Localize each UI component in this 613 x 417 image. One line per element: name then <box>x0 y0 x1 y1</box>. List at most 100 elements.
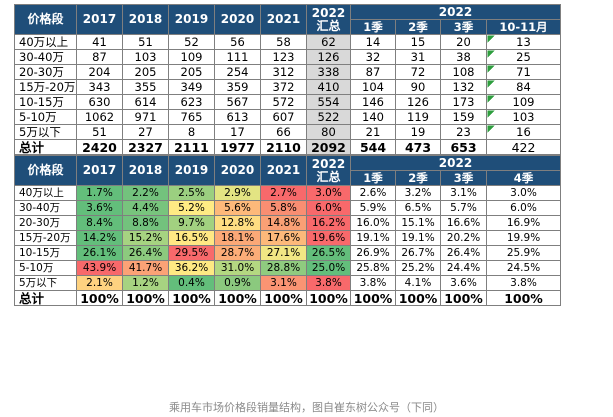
row-label: 40万以上 <box>14 185 77 201</box>
table-cell: 16 <box>486 124 561 140</box>
table-cell: 16.2% <box>306 215 351 231</box>
table-cell: 3.6% <box>440 275 487 291</box>
total-cell: 653 <box>440 139 487 155</box>
table-cell: 3.6% <box>76 200 123 216</box>
row-label: 5-10万 <box>14 260 77 276</box>
total-cell: 100% <box>486 290 561 306</box>
table-cell: 159 <box>440 109 487 125</box>
row-label: 5万以下 <box>14 275 77 291</box>
table-cell: 4.1% <box>395 275 441 291</box>
table-cell: 126 <box>395 94 441 110</box>
table-row: 5-10万 1062 971 765 613 607 522 140 119 159 103 <box>14 109 561 125</box>
table-cell: 15 <box>395 34 441 50</box>
total-cell: 2111 <box>168 139 215 155</box>
sales-structure-tables: 价格段 2017 2018 2019 2020 2021 2022 汇总 2022… <box>14 4 561 306</box>
table-cell: 1062 <box>76 109 123 125</box>
summary-year: 2022 <box>311 156 346 171</box>
table-cell: 8 <box>168 124 215 140</box>
table-cell: 13 <box>486 34 561 50</box>
table-cell: 204 <box>76 64 123 80</box>
table-cell: 24.5% <box>486 260 561 276</box>
table-row: 5-10万 43.9% 41.7% 36.2% 31.0% 28.8% 25.0% 25.8%… <box>14 260 561 276</box>
table-cell: 2.6% <box>350 185 396 201</box>
table-cell: 254 <box>214 64 261 80</box>
table-cell: 15.2% <box>122 230 169 246</box>
table-cell: 765 <box>168 109 215 125</box>
table-cell: 205 <box>168 64 215 80</box>
table-cell: 109 <box>486 94 561 110</box>
col-header-2019: 2019 <box>168 155 215 186</box>
table-cell: 607 <box>260 109 307 125</box>
table-cell: 25.2% <box>395 260 441 276</box>
table-cell: 0.4% <box>168 275 215 291</box>
table-cell: 5.6% <box>214 200 261 216</box>
total-label: 总计 <box>14 290 77 306</box>
row-label: 20-30万 <box>14 64 77 80</box>
table-cell: 5.8% <box>260 200 307 216</box>
row-label: 40万以上 <box>14 34 77 50</box>
table-cell: 104 <box>350 79 396 95</box>
table-cell: 25.0% <box>306 260 351 276</box>
summary-label: 汇总 <box>316 18 341 33</box>
table-cell: 14.8% <box>260 215 307 231</box>
sales-share-table: 价格段 2017 2018 2019 2020 2021 2022 汇总 2022… <box>14 155 561 306</box>
table-cell: 28.7% <box>214 245 261 261</box>
table-cell: 3.1% <box>260 275 307 291</box>
total-cell: 100% <box>440 290 487 306</box>
table-cell: 16.0% <box>350 215 396 231</box>
table-cell: 2.9% <box>214 185 261 201</box>
table-cell: 31.0% <box>214 260 261 276</box>
col-header-2017: 2017 <box>76 155 123 186</box>
table-cell: 24.4% <box>440 260 487 276</box>
total-cell: 100% <box>214 290 261 306</box>
table-cell: 38 <box>440 49 487 65</box>
table-cell: 108 <box>440 64 487 80</box>
table-cell: 2.5% <box>168 185 215 201</box>
col-header-q3: 3季 <box>440 19 487 35</box>
table-cell: 613 <box>214 109 261 125</box>
table-cell: 15.1% <box>395 215 441 231</box>
table-cell: 90 <box>395 79 441 95</box>
col-header-2019: 2019 <box>168 4 215 35</box>
table-cell: 26.4% <box>440 245 487 261</box>
table-cell: 43.9% <box>76 260 123 276</box>
table-row: 10-15万 26.1% 26.4% 29.5% 28.7% 27.1% 26.5% 26.9… <box>14 245 561 261</box>
table-cell: 20.2% <box>440 230 487 246</box>
table-cell: 25 <box>486 49 561 65</box>
table-cell: 27 <box>122 124 169 140</box>
table-cell: 205 <box>122 64 169 80</box>
table-row: 20-30万 8.4% 8.8% 9.7% 12.8% 14.8% 16.2% 16.0% 15… <box>14 215 561 231</box>
table-row: 5万以下 2.1% 1.2% 0.4% 0.9% 3.1% 3.8% 3.8% 4.1% 3.6%… <box>14 275 561 291</box>
table-cell: 372 <box>260 79 307 95</box>
table-cell: 20 <box>440 34 487 50</box>
table-cell: 3.0% <box>486 185 561 201</box>
table-cell: 173 <box>440 94 487 110</box>
table-cell: 17.6% <box>260 230 307 246</box>
table-cell: 72 <box>395 64 441 80</box>
table-cell: 19.6% <box>306 230 351 246</box>
table-cell: 8.4% <box>76 215 123 231</box>
col-header-2022-summary: 2022 汇总 <box>306 4 351 35</box>
table-cell: 80 <box>306 124 351 140</box>
row-label: 30-40万 <box>14 49 77 65</box>
table-cell: 567 <box>214 94 261 110</box>
row-label: 5万以下 <box>14 124 77 140</box>
table-cell: 25.8% <box>350 260 396 276</box>
total-cell: 2110 <box>260 139 307 155</box>
table-cell: 62 <box>306 34 351 50</box>
table-cell: 6.0% <box>486 200 561 216</box>
table-cell: 572 <box>260 94 307 110</box>
table-cell: 355 <box>122 79 169 95</box>
table-cell: 1.2% <box>122 275 169 291</box>
table-cell: 6.5% <box>395 200 441 216</box>
total-row: 总计 2420 2327 2111 1977 2110 2092 544 473 653 422 <box>14 139 561 155</box>
total-cell: 1977 <box>214 139 261 155</box>
table-cell: 971 <box>122 109 169 125</box>
total-cell: 100% <box>122 290 169 306</box>
col-header-2017: 2017 <box>76 4 123 35</box>
table-cell: 103 <box>486 109 561 125</box>
table-cell: 410 <box>306 79 351 95</box>
table-cell: 84 <box>486 79 561 95</box>
table-cell: 36.2% <box>168 260 215 276</box>
table-cell: 19.9% <box>486 230 561 246</box>
